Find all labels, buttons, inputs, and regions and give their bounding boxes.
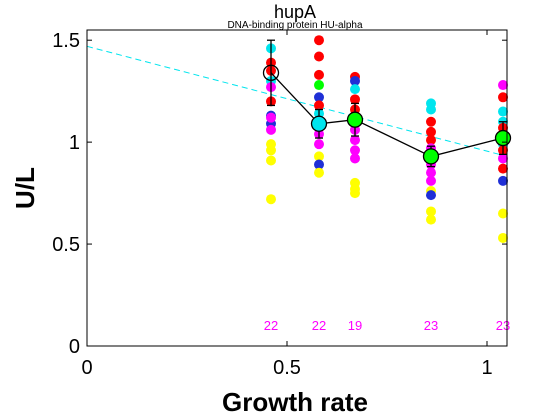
data-point (350, 135, 360, 146)
data-point (350, 145, 360, 156)
data-point (350, 94, 360, 105)
sample-count-label: 19 (348, 318, 362, 333)
sample-count-label: 22 (264, 318, 278, 333)
data-point (266, 194, 276, 205)
data-point (426, 214, 436, 225)
data-point (426, 104, 436, 115)
data-point (266, 112, 276, 123)
plot-frame (86, 29, 508, 347)
chart-title: hupA (274, 2, 316, 22)
data-point (498, 80, 508, 91)
mean-marker (310, 115, 328, 132)
sample-count-label: 23 (496, 318, 510, 333)
data-point (350, 188, 360, 199)
data-point (498, 232, 508, 243)
data-point (314, 35, 324, 46)
data-point (266, 155, 276, 166)
y-tick-label: 0.5 (52, 234, 80, 256)
data-point (426, 167, 436, 178)
chart-subtitle: DNA-binding protein HU-alpha (227, 20, 363, 31)
trend-line (86, 45, 508, 157)
data-point (266, 124, 276, 135)
data-point (426, 206, 436, 217)
data-point (426, 135, 436, 146)
data-point (426, 175, 436, 186)
data-point (498, 153, 508, 164)
x-tick-label: 1 (481, 357, 492, 379)
plot-area (87, 30, 507, 346)
data-point (314, 69, 324, 80)
y-axis-label: U/L (10, 167, 40, 209)
data-point (498, 175, 508, 186)
data-point (498, 208, 508, 219)
data-point (498, 92, 508, 103)
mean-marker (422, 148, 440, 165)
sample-count-label: 22 (312, 318, 326, 333)
mean-marker (346, 111, 364, 128)
data-point (498, 163, 508, 174)
data-point (314, 159, 324, 170)
data-point (314, 92, 324, 103)
y-tick-label: 1.5 (52, 30, 80, 52)
y-tick-label: 1 (69, 132, 80, 154)
mean-marker (262, 64, 280, 81)
data-point (426, 126, 436, 137)
x-tick-label: 0 (81, 357, 92, 379)
data-point (426, 190, 436, 201)
x-tick-label: 0.5 (273, 357, 301, 379)
x-axis-label: Growth rate (222, 387, 368, 417)
sample-count-label: 23 (424, 318, 438, 333)
data-point (314, 139, 324, 150)
data-point (350, 75, 360, 86)
data-point (314, 151, 324, 162)
data-point (314, 100, 324, 111)
data-point (314, 51, 324, 62)
mean-marker (494, 129, 512, 147)
data-point (314, 80, 324, 91)
data-point (314, 167, 324, 178)
y-tick-label: 0 (69, 336, 80, 358)
data-point (498, 106, 508, 117)
data-point (350, 84, 360, 95)
data-point (266, 145, 276, 156)
data-point (350, 153, 360, 164)
data-point (426, 116, 436, 127)
